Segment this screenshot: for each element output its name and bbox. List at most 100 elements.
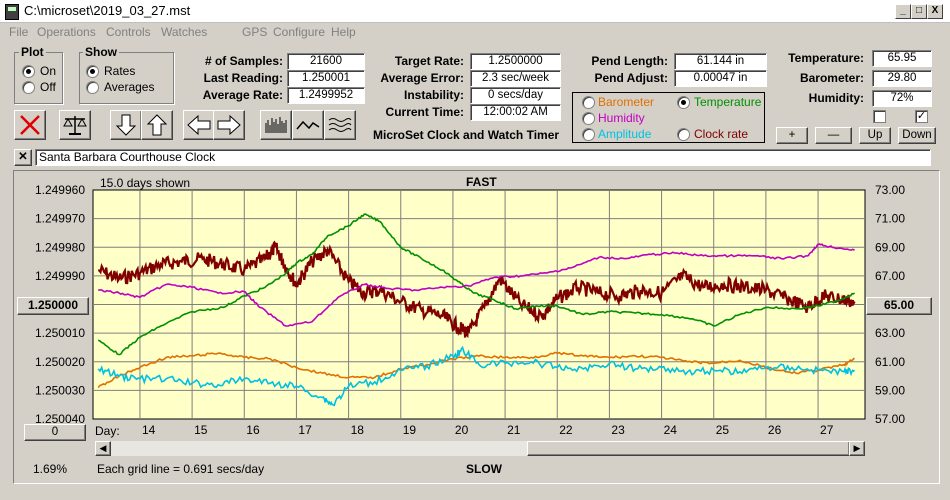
current-time-label: Current Time:: [385, 105, 464, 119]
show-group: [79, 52, 174, 104]
day-tick-label: 21: [507, 423, 521, 437]
barometer-field: 29.80: [872, 70, 932, 87]
clock-name-field[interactable]: Santa Barbara Courthouse Clock: [35, 149, 931, 166]
right-tick-label: 63.00: [875, 326, 905, 340]
barometer-radio[interactable]: [582, 96, 595, 109]
day-axis-label: Day:: [95, 424, 120, 438]
right-tick-label: 73.00: [875, 183, 905, 197]
multi-wave-icon: [328, 118, 352, 132]
current-time-field: 12:00:02 AM: [470, 104, 561, 121]
center-rate-button[interactable]: 1.250000: [17, 297, 89, 315]
arrow-right-button[interactable]: [213, 110, 245, 140]
down-button[interactable]: Down: [898, 127, 936, 144]
amplitude-radio[interactable]: [582, 128, 595, 141]
menu-help[interactable]: Help: [331, 25, 356, 39]
plot-off-label: Off: [40, 80, 56, 94]
menu-operations[interactable]: Operations: [37, 25, 96, 39]
series-line-amplitude: [97, 345, 856, 407]
right-tick-label: 59.00: [875, 383, 905, 397]
plot-off-radio[interactable]: [22, 81, 35, 94]
minus-button[interactable]: —: [815, 127, 852, 144]
checkbox-1[interactable]: [873, 110, 886, 123]
right-tick-label: 67.00: [875, 269, 905, 283]
wave-button[interactable]: [292, 110, 324, 140]
menu-controls[interactable]: Controls: [106, 25, 151, 39]
humidity-option-label: Humidity: [598, 111, 645, 125]
series-line-humidity: [98, 243, 855, 327]
scroll-left-button[interactable]: ◀: [95, 441, 111, 456]
day-tick-label: 17: [298, 423, 312, 437]
humidity-field: 72%: [872, 90, 932, 107]
arrow-left-button[interactable]: [183, 110, 215, 140]
pend-adjust-label: Pend Adjust:: [594, 71, 668, 85]
offset-button[interactable]: 0: [24, 424, 86, 441]
target-rate-label: Target Rate:: [394, 54, 464, 68]
menu-bar: File Operations Controls Watches GPS Con…: [0, 23, 950, 42]
left-tick-label: 1.250040: [35, 412, 85, 426]
up-button[interactable]: Up: [859, 127, 891, 144]
multi-wave-button[interactable]: [324, 110, 356, 140]
average-error-field: 2.3 sec/week: [470, 70, 561, 87]
scroll-thumb[interactable]: [527, 441, 850, 456]
slow-label: SLOW: [466, 462, 502, 476]
show-rates-label: Rates: [104, 64, 136, 78]
sensor-options-box: [572, 92, 765, 143]
instability-label: Instability:: [403, 88, 464, 102]
average-error-label: Average Error:: [380, 71, 464, 85]
clock-rate-option-label: Clock rate: [694, 127, 749, 141]
left-tick-label: 1.249960: [35, 183, 85, 197]
day-tick-label: 18: [351, 423, 365, 437]
show-averages-label: Averages: [104, 80, 155, 94]
horizontal-scrollbar[interactable]: ◀ ▶: [95, 441, 865, 456]
humidity-radio[interactable]: [582, 112, 595, 125]
series-line-clock-rate: [97, 240, 856, 339]
scroll-right-button[interactable]: ▶: [849, 441, 865, 456]
close-x-button[interactable]: [14, 110, 46, 140]
samples-field: 21600: [287, 53, 365, 70]
arrow-down-button[interactable]: [110, 110, 142, 140]
barometer-label: Barometer:: [799, 71, 864, 85]
menu-watches[interactable]: Watches: [161, 25, 208, 39]
day-tick-label: 26: [768, 423, 782, 437]
day-tick-label: 20: [455, 423, 469, 437]
temperature-radio[interactable]: [677, 96, 690, 109]
menu-gps[interactable]: GPS: [242, 25, 268, 39]
title-bar: C:\microset\2019_03_27.mst _ □ X: [0, 0, 950, 23]
menu-file[interactable]: File: [9, 25, 29, 39]
show-rates-radio[interactable]: [86, 65, 99, 78]
menu-configure[interactable]: Configure: [273, 25, 326, 39]
samples-label: # of Samples:: [204, 54, 283, 68]
balance-button[interactable]: [59, 110, 91, 140]
plus-button[interactable]: +: [776, 127, 808, 144]
last-reading-label: Last Reading:: [203, 71, 283, 85]
show-group-label: Show: [83, 45, 119, 59]
average-rate-field: 1.2499952: [287, 87, 365, 104]
day-tick-label: 24: [664, 423, 678, 437]
series-line-temperature: [97, 213, 856, 356]
pend-length-label: Pend Length:: [591, 54, 668, 68]
left-tick-label: 1.249980: [35, 240, 85, 254]
day-tick-label: 23: [611, 423, 625, 437]
left-tick-label: 1.250030: [35, 383, 85, 397]
minimize-button[interactable]: _: [895, 4, 911, 19]
maximize-button[interactable]: □: [911, 4, 927, 19]
center-sensor-button[interactable]: 65.00: [866, 297, 932, 315]
app-caption: MicroSet Clock and Watch Timer: [373, 128, 560, 142]
right-tick-label: 61.00: [875, 355, 905, 369]
checkbox-2[interactable]: ✓: [915, 110, 928, 123]
clock-rate-radio[interactable]: [677, 128, 690, 141]
wave-icon: [296, 120, 320, 130]
left-tick-label: 1.250010: [35, 326, 85, 340]
humidity-label: Humidity:: [808, 91, 864, 105]
clear-clock-name-button[interactable]: ✕: [14, 149, 32, 166]
right-tick-label: 69.00: [875, 240, 905, 254]
close-window-button[interactable]: X: [927, 4, 943, 19]
show-averages-radio[interactable]: [86, 81, 99, 94]
chart-frame: [13, 170, 940, 484]
day-tick-label: 15: [194, 423, 208, 437]
arrow-up-button[interactable]: [141, 110, 173, 140]
histogram-button[interactable]: [260, 110, 292, 140]
left-tick-label: 1.250020: [35, 355, 85, 369]
plot-on-radio[interactable]: [22, 65, 35, 78]
